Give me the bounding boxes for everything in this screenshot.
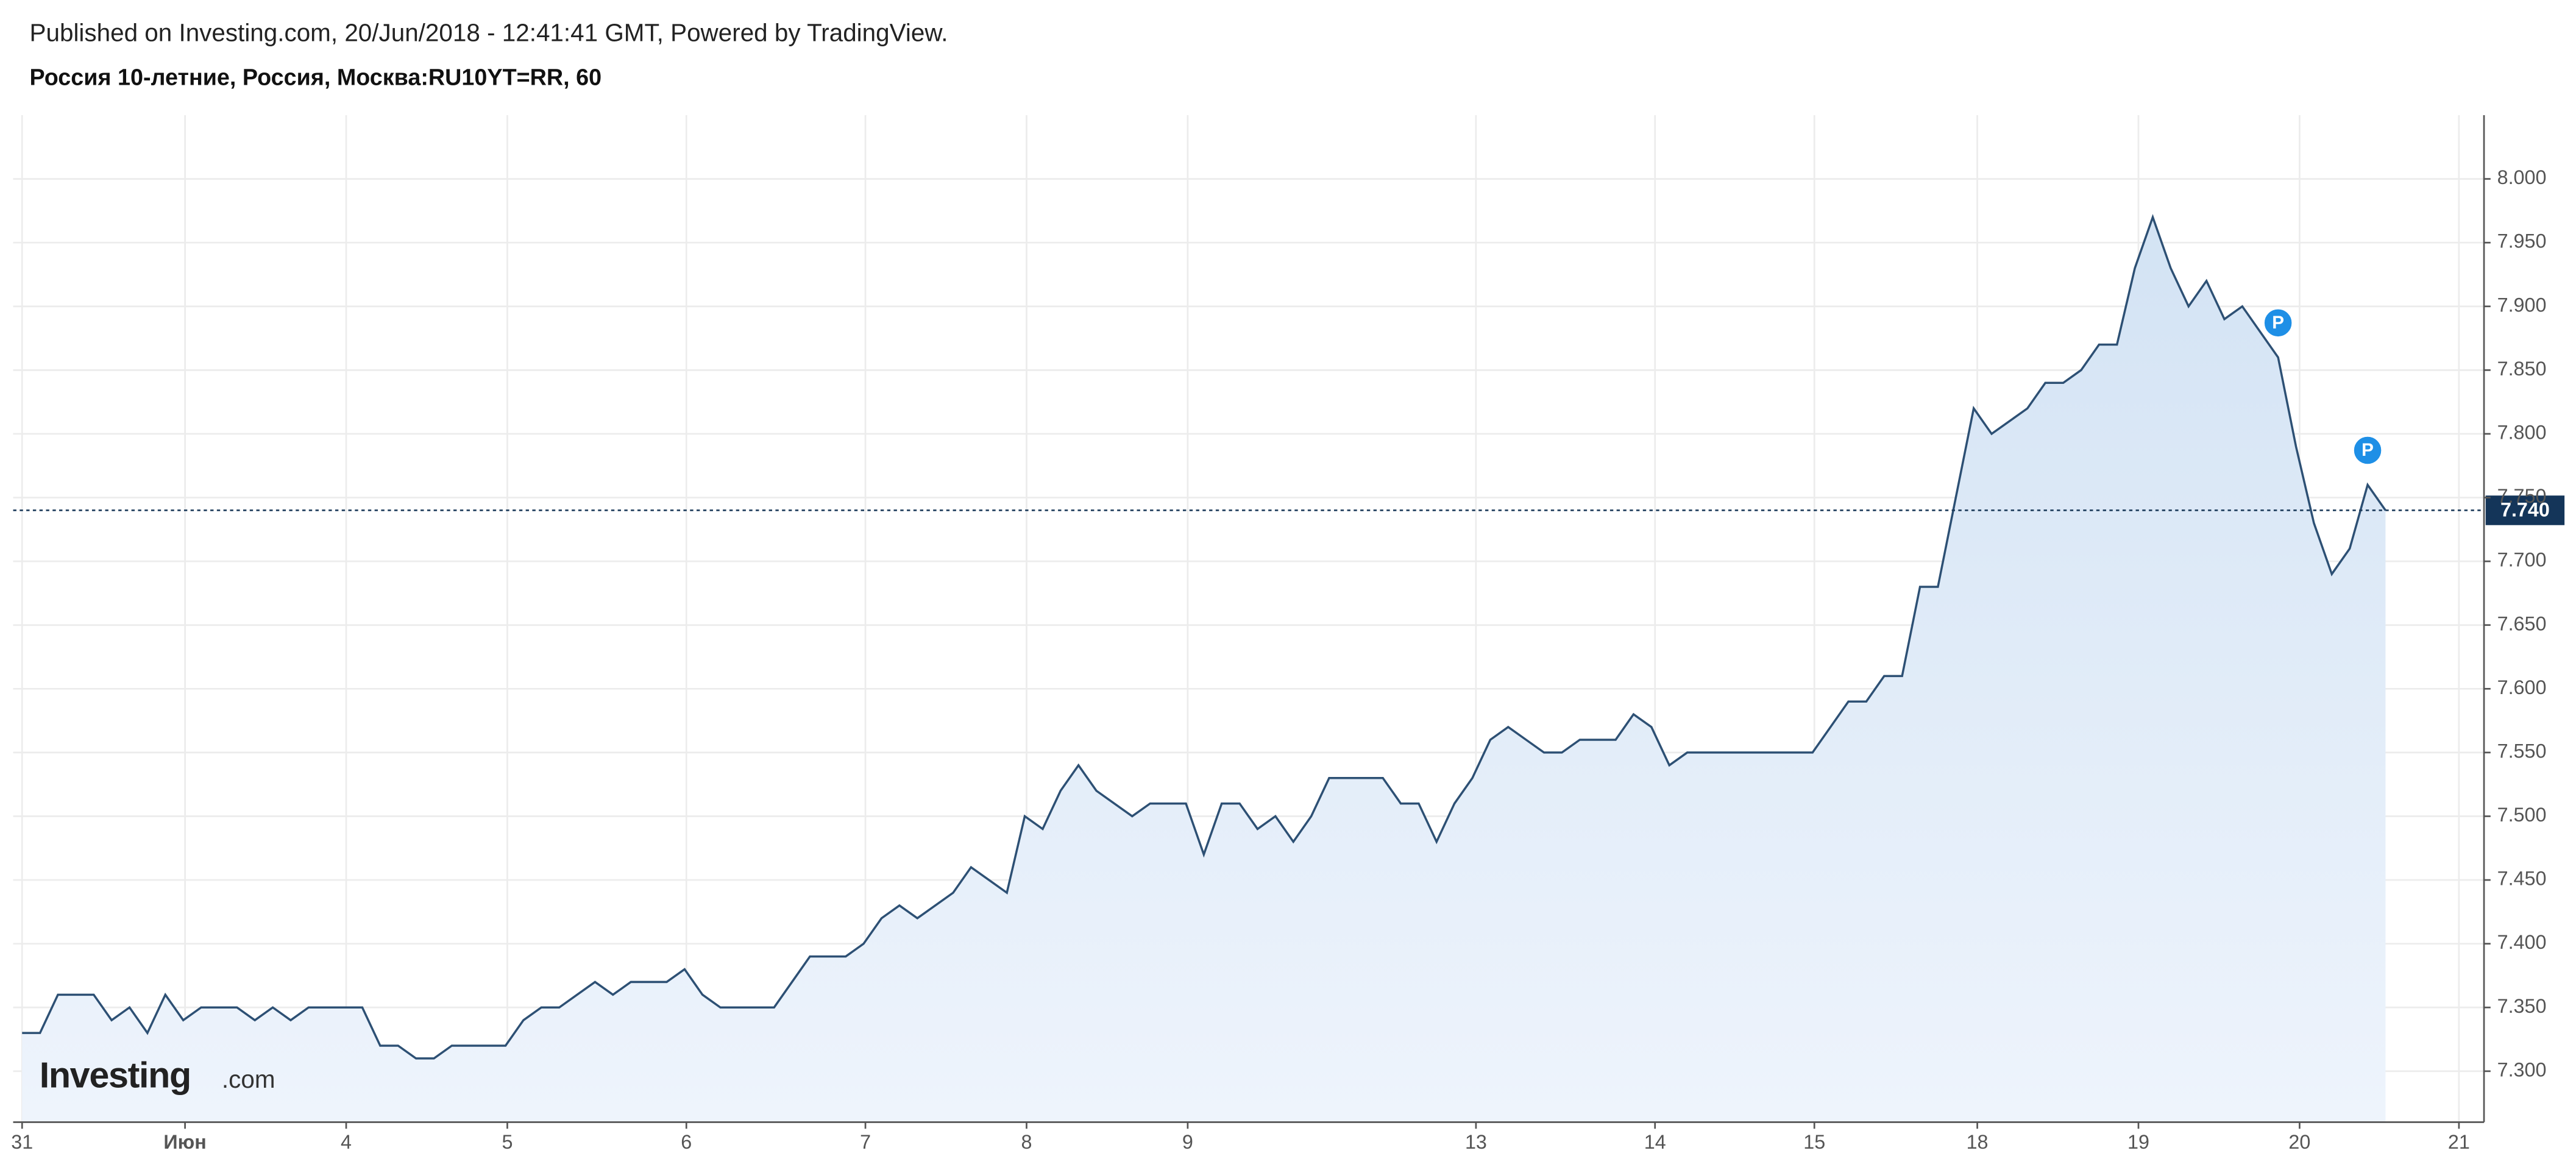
last-value-box [2485,495,2565,525]
y-tick-label: 7.300 [2497,1058,2547,1080]
y-tick-label: 7.650 [2497,612,2547,634]
x-tick-label: 7 [860,1131,871,1153]
y-tick-label: 7.900 [2497,294,2547,316]
event-marker [2262,307,2294,339]
x-tick-label: 19 [2127,1131,2149,1153]
published-note: Published on Investing.com, 20/Jun/2018 … [30,19,948,47]
y-tick-label: 7.450 [2497,868,2547,890]
x-tick-label: 5 [502,1131,513,1153]
x-tick-label: 31 [11,1131,33,1153]
y-tick-label: 7.700 [2497,549,2547,571]
event-marker-label: P [2272,313,2284,333]
y-tick-label: 7.850 [2497,358,2547,380]
x-tick-label: 14 [1644,1131,1666,1153]
x-tick-label: Июн [163,1131,206,1153]
x-tick-label: 20 [2288,1131,2310,1153]
y-tick-label: 8.000 [2497,166,2547,188]
x-tick-label: 4 [341,1131,352,1153]
x-tick-label: 18 [1967,1131,1989,1153]
x-tick-label: 6 [681,1131,692,1153]
x-tick-label: 15 [1803,1131,1825,1153]
y-tick-label: 7.400 [2497,931,2547,953]
event-marker-label: P [2361,440,2374,460]
last-value-label: 7.740 [2500,498,2550,520]
y-tick-label: 7.800 [2497,421,2547,443]
y-tick-label: 7.550 [2497,740,2547,762]
logo: Investing .com [40,1054,275,1095]
x-tick-label: 21 [2448,1131,2470,1153]
x-tick-label: 8 [1021,1131,1032,1153]
area-fill [22,217,2386,1122]
event-marker [2351,434,2384,467]
y-tick-label: 7.600 [2497,676,2547,698]
y-tick-label: 7.500 [2497,804,2547,826]
y-tick-label: 7.950 [2497,230,2547,252]
plot [22,214,2386,1122]
logo-suffix: .com [222,1065,275,1093]
y-tick-label: 7.750 [2497,485,2547,507]
x-tick-label: 9 [1182,1131,1193,1153]
logo-text: Investing [40,1054,191,1095]
chart-title: Россия 10-летние, Россия, Москва:RU10YT=… [30,65,602,90]
overlay: 7.740 P P [13,307,2565,525]
x-tick-label: 13 [1465,1131,1487,1153]
y-tick-label: 7.350 [2497,995,2547,1017]
price-line [22,214,2386,1060]
